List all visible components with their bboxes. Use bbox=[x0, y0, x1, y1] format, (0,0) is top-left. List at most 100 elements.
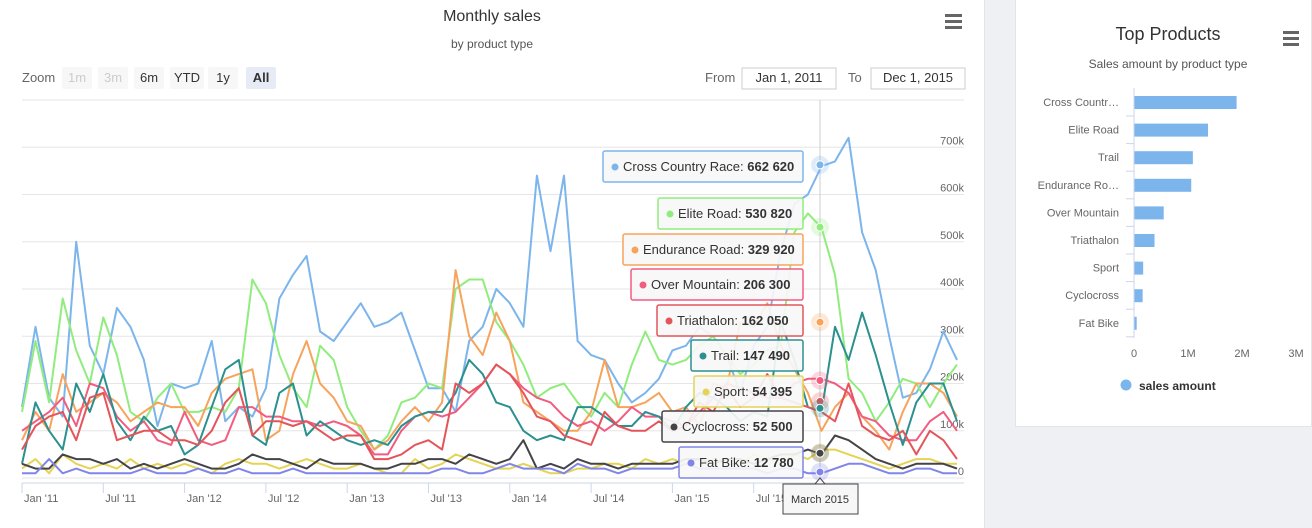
side-bar[interactable] bbox=[1134, 123, 1208, 137]
main-menu-icon[interactable] bbox=[942, 10, 966, 32]
zoom-button-ytd[interactable]: YTD bbox=[170, 67, 204, 89]
zoom-button-1y[interactable]: 1y bbox=[208, 67, 238, 89]
tooltip-series-name: Fat Bike: bbox=[699, 455, 754, 470]
top-products-chart: Top Products Sales amount by product typ… bbox=[1038, 24, 1304, 393]
tooltip-dot bbox=[687, 459, 695, 467]
tooltip-series-name: Triathalon: bbox=[677, 313, 742, 328]
zoom-button-label: 1y bbox=[216, 70, 230, 85]
hover-point bbox=[815, 317, 825, 327]
side-bar[interactable] bbox=[1134, 96, 1237, 109]
tooltip-over-mountain: Over Mountain: 206 300 bbox=[630, 268, 804, 301]
tooltip-series-name: Cyclocross: bbox=[682, 419, 753, 434]
y-tick-label: 400k bbox=[940, 277, 964, 289]
tooltip-box bbox=[657, 197, 804, 230]
tooltip-triathalon: Triathalon: 162 050 bbox=[656, 304, 804, 337]
hover-point bbox=[815, 467, 825, 477]
crosshair-date-label: March 2015 bbox=[782, 477, 859, 515]
top-products-panel: Top Products Sales amount by product typ… bbox=[1015, 0, 1312, 427]
tooltip-value: 147 490 bbox=[743, 348, 790, 363]
from-label: From bbox=[705, 70, 735, 85]
tooltip-text: Elite Road: 530 820 bbox=[678, 206, 792, 221]
zoom-button-group: 1m 3m 6m YTD 1y All bbox=[62, 67, 276, 89]
side-x-tick-label: 3M bbox=[1288, 348, 1303, 360]
tooltip-text: Triathalon: 162 050 bbox=[677, 313, 789, 328]
x-tick-label: Jul '14 bbox=[593, 493, 624, 505]
x-tick-label: Jul '15 bbox=[756, 493, 787, 505]
side-category-label: Cyclocross bbox=[1065, 290, 1119, 302]
legend-label: sales amount bbox=[1139, 379, 1216, 393]
to-date-value: Dec 1, 2015 bbox=[883, 70, 953, 85]
x-tick-label: Jan '12 bbox=[187, 493, 222, 505]
side-category-label: Cross Countr… bbox=[1043, 97, 1119, 109]
tooltip-value: 54 395 bbox=[752, 384, 792, 399]
side-category-label: Elite Road bbox=[1068, 125, 1119, 137]
zoom-button-1m[interactable]: 1m bbox=[62, 67, 92, 89]
tooltip-box bbox=[602, 150, 804, 183]
side-bars bbox=[1134, 96, 1237, 330]
side-bar[interactable] bbox=[1134, 151, 1193, 165]
side-x-tick-label: 1M bbox=[1180, 348, 1195, 360]
x-tick-label: Jan '15 bbox=[674, 493, 709, 505]
side-bar[interactable] bbox=[1134, 316, 1137, 330]
tooltip-box bbox=[622, 233, 804, 266]
x-tick-label: Jul '11 bbox=[105, 493, 136, 505]
tooltip-value: 662 620 bbox=[747, 159, 794, 174]
monthly-sales-panel: Monthly sales by product type Zoom 1m 3m 6… bbox=[0, 0, 985, 528]
hover-point bbox=[815, 376, 825, 386]
from-date-input[interactable]: Jan 1, 2011 bbox=[741, 67, 837, 90]
chart-title: Monthly sales bbox=[443, 8, 541, 25]
tooltip-value: 12 780 bbox=[754, 455, 794, 470]
zoom-button-label: YTD bbox=[174, 70, 200, 85]
tooltip-box bbox=[661, 410, 804, 443]
tooltip-text: Fat Bike: 12 780 bbox=[699, 455, 794, 470]
side-legend[interactable]: sales amount bbox=[1120, 379, 1216, 393]
to-date-input[interactable]: Dec 1, 2015 bbox=[870, 67, 966, 90]
tooltip-dot bbox=[639, 281, 647, 289]
side-bar[interactable] bbox=[1134, 234, 1155, 247]
series-line-endurance-road[interactable] bbox=[21, 269, 958, 451]
zoom-button-3m[interactable]: 3m bbox=[98, 67, 128, 89]
side-menu-icon[interactable] bbox=[1280, 28, 1302, 48]
tooltip-series-name: Endurance Road: bbox=[643, 242, 748, 257]
hover-point bbox=[815, 403, 825, 413]
tooltip-dot bbox=[702, 388, 710, 396]
side-category-label: Fat Bike bbox=[1079, 318, 1119, 330]
zoom-button-label: 6m bbox=[140, 70, 158, 85]
x-tick-label: Jan '13 bbox=[349, 493, 384, 505]
side-bar[interactable] bbox=[1134, 206, 1164, 220]
side-x-axis: Cross Countr… Elite Road Trail Endurance Ro… bbox=[1038, 88, 1304, 360]
tooltip-series-name: Elite Road: bbox=[678, 206, 745, 221]
side-bar[interactable] bbox=[1134, 289, 1143, 303]
tooltip-text: Cyclocross: 52 500 bbox=[682, 419, 793, 434]
tooltip-box bbox=[656, 304, 804, 337]
tooltip-value: 52 500 bbox=[753, 419, 793, 434]
tooltip-elite-road: Elite Road: 530 820 bbox=[657, 197, 804, 230]
side-x-tick-label: 2M bbox=[1234, 348, 1249, 360]
tooltip-box bbox=[693, 375, 804, 408]
tooltip-dot bbox=[670, 423, 678, 431]
tooltip-endurance-road: Endurance Road: 329 920 bbox=[622, 233, 804, 266]
zoom-label: Zoom bbox=[22, 70, 55, 85]
x-tick-label: Jan '14 bbox=[512, 493, 547, 505]
hover-point bbox=[815, 448, 825, 458]
side-x-tick-label: 0 bbox=[1131, 348, 1137, 360]
side-chart-subtitle: Sales amount by product type bbox=[1089, 57, 1248, 71]
hover-markers bbox=[811, 155, 829, 481]
series-lines bbox=[21, 136, 958, 475]
zoom-button-6m[interactable]: 6m bbox=[134, 67, 164, 89]
x-axis: Jan '11 Jul '11 Jan '12 Jul '12 Jan '13 Jul '… bbox=[21, 482, 964, 505]
tooltip-series-name: Over Mountain: bbox=[651, 277, 744, 292]
legend-symbol bbox=[1120, 379, 1132, 391]
tooltip-trail: Trail: 147 490 bbox=[690, 339, 804, 372]
tooltip-sport: Sport: 54 395 bbox=[693, 375, 804, 408]
tooltip-series-name: Sport: bbox=[714, 384, 752, 399]
side-bar[interactable] bbox=[1134, 261, 1144, 275]
y-tick-label: 700k bbox=[940, 135, 964, 147]
side-bar[interactable] bbox=[1134, 178, 1192, 192]
side-category-label: Endurance Ro… bbox=[1038, 180, 1119, 192]
side-category-label: Over Mountain bbox=[1047, 207, 1119, 219]
zoom-button-label: 3m bbox=[104, 70, 122, 85]
zoom-button-all[interactable]: All bbox=[246, 67, 276, 89]
tooltip-text: Sport: 54 395 bbox=[714, 384, 792, 399]
